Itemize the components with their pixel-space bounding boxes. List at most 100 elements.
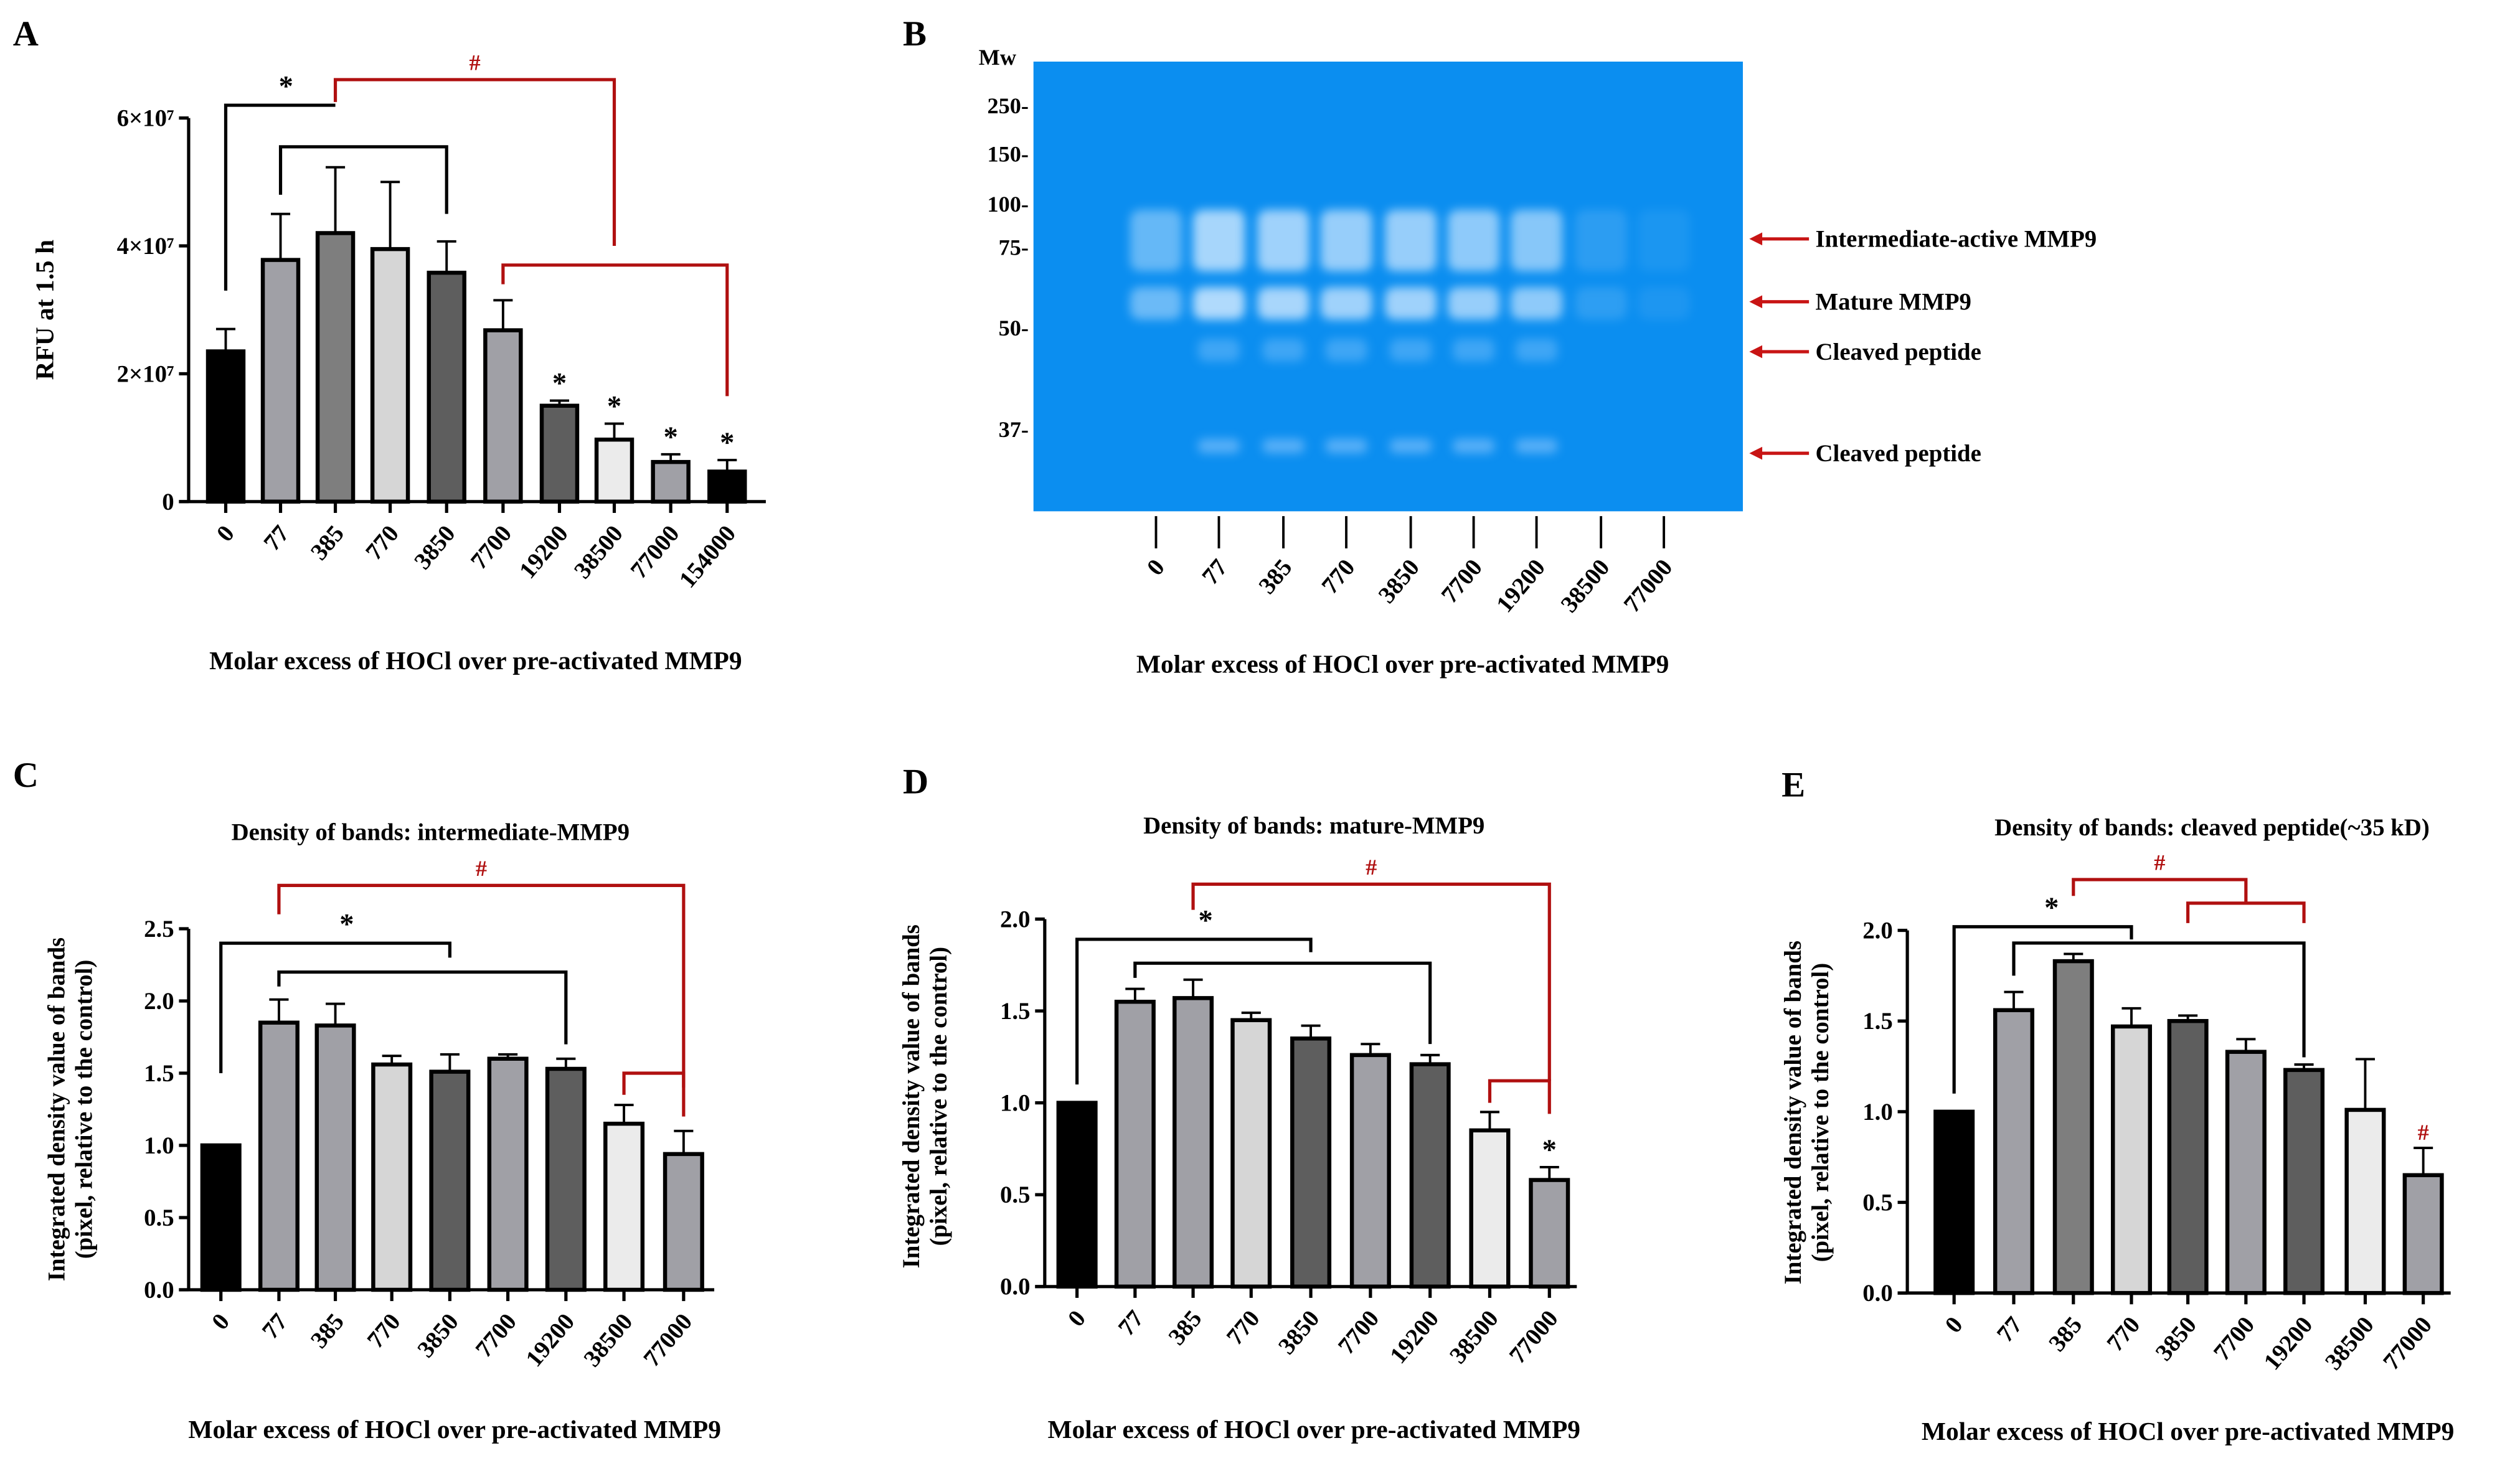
band-mature bbox=[1575, 287, 1627, 320]
bar bbox=[2402, 1173, 2444, 1295]
bar bbox=[2283, 1068, 2325, 1295]
y-axis-label: Integrated density value of bands bbox=[1780, 941, 1806, 1284]
band-intermediate bbox=[1448, 210, 1500, 271]
bracket-label: # bbox=[1366, 855, 1377, 880]
mw-marker: 50- bbox=[999, 316, 1029, 341]
band-mature bbox=[1385, 287, 1437, 320]
lane-label: 0 bbox=[1141, 554, 1169, 581]
band-annotation: Cleaved peptide bbox=[1815, 440, 1981, 467]
y-tick-label: 0.5 bbox=[1000, 1181, 1031, 1208]
bracket-label: # bbox=[469, 50, 480, 75]
panel-label-b: B bbox=[903, 14, 927, 54]
lane-label: 7700 bbox=[1436, 554, 1488, 608]
x-tick-label: 3850 bbox=[409, 520, 461, 575]
y-axis-label-units: (pixel, relative to the control) bbox=[71, 960, 98, 1259]
x-tick-label: 385 bbox=[306, 1308, 349, 1353]
bar bbox=[651, 459, 691, 504]
arrowhead-icon bbox=[1749, 345, 1763, 359]
y-tick-label: 0 bbox=[162, 489, 174, 515]
x-tick-label: 77000 bbox=[2378, 1312, 2437, 1375]
significance-bracket bbox=[219, 941, 451, 1073]
bar bbox=[483, 328, 523, 504]
band-cleaved-upper bbox=[1262, 339, 1305, 362]
significance-mark: * bbox=[552, 367, 567, 400]
bar bbox=[1290, 1036, 1332, 1289]
x-tick-label: 77 bbox=[257, 1308, 293, 1344]
y-tick-label: 1.5 bbox=[1862, 1008, 1893, 1035]
y-tick-label: 2.0 bbox=[1862, 918, 1893, 944]
bar bbox=[370, 247, 410, 504]
bar bbox=[1993, 1008, 2034, 1295]
significance-bracket bbox=[1133, 961, 1432, 1045]
significance-bracket bbox=[1075, 937, 1313, 1085]
bar bbox=[594, 437, 635, 504]
significance-bracket bbox=[622, 1071, 686, 1117]
bar bbox=[260, 258, 301, 504]
chart-title: Density of bands: mature-MMP9 bbox=[1143, 812, 1484, 839]
mw-marker: 150- bbox=[988, 141, 1029, 166]
lane-label: 3850 bbox=[1373, 554, 1425, 608]
bar bbox=[258, 1020, 300, 1292]
lane-label: 770 bbox=[1316, 554, 1360, 599]
significance-mark: # bbox=[2418, 1120, 2429, 1145]
y-tick-label: 0.5 bbox=[144, 1205, 174, 1231]
x-axis-label: Molar excess of HOCl over pre-activated … bbox=[1922, 1417, 2454, 1445]
y-tick-label: 0.0 bbox=[1000, 1274, 1031, 1300]
band-mature bbox=[1193, 287, 1245, 320]
y-tick-label: 2.0 bbox=[144, 988, 174, 1015]
y-tick-label: 0.5 bbox=[1862, 1189, 1893, 1216]
chart-d: Density of bands: mature-MMP9 * 0.0 0.5 1.0 1… bbox=[898, 812, 1580, 1444]
y-tick-label: 0.0 bbox=[144, 1277, 174, 1304]
arrowhead-icon bbox=[1749, 446, 1763, 460]
band-mature bbox=[1320, 287, 1372, 320]
bracket-label: * bbox=[1198, 904, 1212, 936]
bar bbox=[315, 231, 356, 504]
bar bbox=[1114, 1000, 1156, 1289]
band-cleaved-lower bbox=[1197, 438, 1240, 454]
band-cleaved-upper bbox=[1389, 339, 1432, 362]
bar bbox=[314, 1023, 356, 1292]
band-cleaved-lower bbox=[1389, 438, 1432, 454]
bar bbox=[663, 1152, 704, 1292]
band-cleaved-lower bbox=[1262, 438, 1305, 454]
significance-bracket bbox=[277, 883, 686, 1088]
band-intermediate bbox=[1575, 210, 1627, 271]
y-tick-label: 1.0 bbox=[1000, 1090, 1031, 1117]
mw-title: Mw bbox=[979, 45, 1016, 70]
x-tick-label: 0 bbox=[1063, 1305, 1091, 1332]
lane-label: 19200 bbox=[1491, 554, 1550, 618]
bar bbox=[1469, 1128, 1511, 1289]
significance-bracket bbox=[2012, 941, 2306, 1058]
bar bbox=[1173, 996, 1214, 1289]
lane-label: 77 bbox=[1197, 554, 1233, 590]
y-axis-label-units: (pixel, relative to the control) bbox=[925, 947, 952, 1246]
band-cleaved-lower bbox=[1325, 438, 1367, 454]
x-tick-label: 0 bbox=[207, 1308, 235, 1335]
y-axis-label: RFU at 1.5 h bbox=[30, 240, 59, 380]
x-axis-label: Molar excess of HOCl over pre-activated … bbox=[209, 646, 742, 675]
x-tick-label: 38500 bbox=[2320, 1312, 2379, 1375]
gel-image bbox=[1033, 61, 1743, 512]
bar bbox=[1349, 1053, 1391, 1289]
gel-x-label: Molar excess of HOCl over pre-activated … bbox=[1136, 649, 1669, 678]
panel-label-e: E bbox=[1781, 766, 1805, 805]
x-tick-label: 38500 bbox=[578, 1308, 638, 1372]
significance-bracket bbox=[501, 263, 729, 397]
x-axis-label: Molar excess of HOCl over pre-activated … bbox=[1047, 1415, 1580, 1444]
x-tick-label: 0 bbox=[1940, 1312, 1968, 1338]
chart-c: Density of bands: intermediate-MMP9 0.0 0.… bbox=[44, 819, 721, 1444]
x-tick-label: 19200 bbox=[1385, 1305, 1444, 1369]
x-tick-label: 77 bbox=[258, 520, 295, 556]
x-tick-label: 19200 bbox=[2258, 1312, 2318, 1375]
y-tick-label: 1.0 bbox=[1862, 1099, 1893, 1125]
bar bbox=[205, 349, 246, 504]
band-mature bbox=[1130, 287, 1182, 320]
y-axis-label-units: (pixel, relative to the control) bbox=[1807, 963, 1834, 1262]
band-intermediate bbox=[1638, 210, 1690, 271]
band-annotation: Mature MMP9 bbox=[1815, 289, 1971, 316]
x-tick-label: 154000 bbox=[674, 520, 741, 593]
significance-bracket bbox=[2186, 901, 2306, 923]
band-mature bbox=[1448, 287, 1500, 320]
bar bbox=[1230, 1018, 1272, 1289]
band-mature bbox=[1511, 287, 1562, 320]
